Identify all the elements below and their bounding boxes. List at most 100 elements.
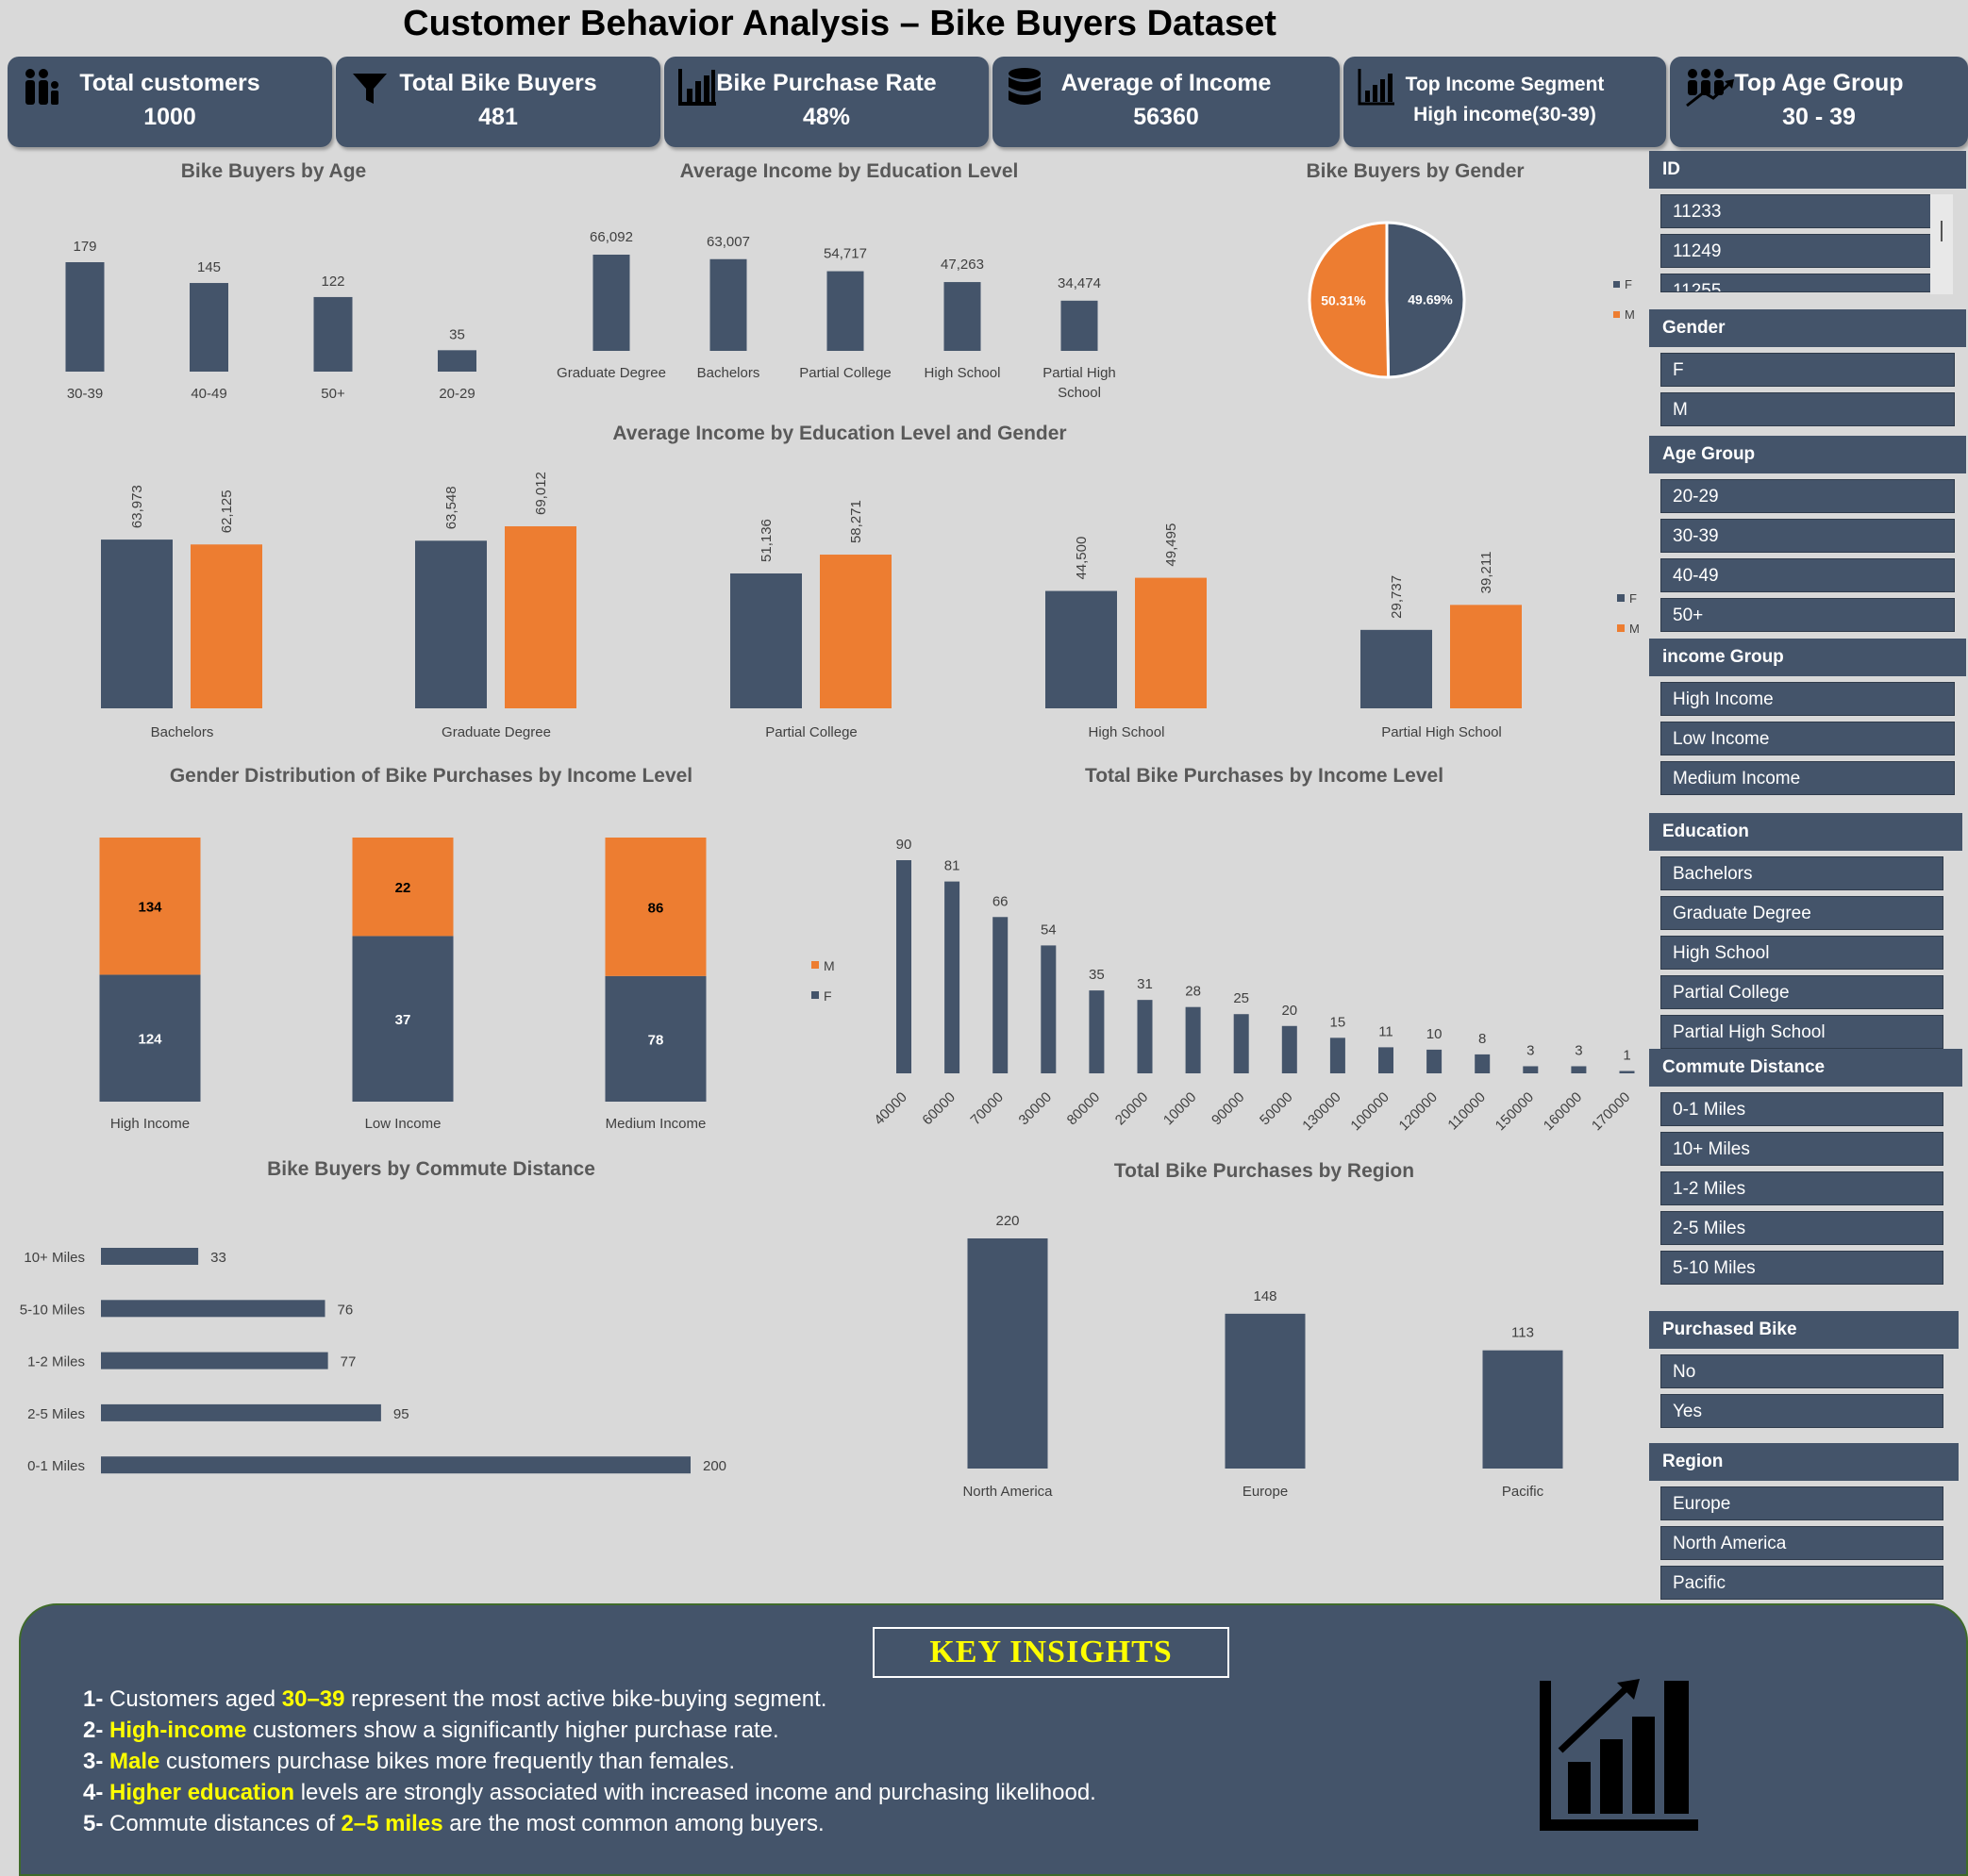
slicer-item[interactable]: Bachelors [1660, 856, 1943, 890]
bar [1482, 1350, 1563, 1469]
people-growth-icon [1683, 66, 1738, 114]
data-label: 37 [395, 1012, 411, 1028]
bar [730, 573, 802, 708]
slicer-item[interactable]: Europe [1660, 1486, 1943, 1520]
filter-icon [349, 66, 391, 114]
chart-title-commute: Bike Buyers by Commute Distance [267, 1158, 595, 1180]
data-label: 47,263 [941, 257, 984, 273]
slicer-item[interactable]: Partial High School [1660, 1015, 1943, 1049]
tick-label: Graduate Degree [442, 724, 551, 740]
slicer-item[interactable]: Pacific [1660, 1566, 1943, 1600]
insight-pre: Customers aged [103, 1686, 282, 1712]
slicer-header: Region [1649, 1443, 1959, 1481]
tick-label: High Income [110, 1116, 190, 1132]
data-label: 54,717 [824, 246, 867, 262]
data-label: 62,125 [219, 490, 235, 533]
slicer-item[interactable]: 11233 [1660, 194, 1936, 228]
insight-post: customers purchase bikes more frequently… [159, 1749, 735, 1774]
data-label: 90 [896, 837, 912, 853]
slicer-header: Age Group [1649, 436, 1966, 473]
kpi-average-income: Average of Income 56360 [992, 57, 1340, 147]
slicer-item[interactable]: Medium Income [1660, 761, 1955, 795]
slicer-item[interactable]: 2-5 Miles [1660, 1211, 1943, 1245]
slicer-scrollbar[interactable] [1930, 194, 1953, 294]
tick-label: 1-2 Miles [27, 1354, 85, 1370]
kpi-label: Average of Income [1060, 70, 1272, 96]
tick-label: Graduate Degree [557, 365, 666, 381]
bar [967, 1238, 1048, 1469]
insight-num: 5- [83, 1811, 104, 1836]
tick-label: 40-49 [191, 386, 226, 402]
slicer-item[interactable]: High Income [1660, 682, 1955, 716]
slicer-item[interactable]: Yes [1660, 1394, 1943, 1428]
data-label: 134 [138, 900, 162, 916]
slicer-item[interactable]: 1-2 Miles [1660, 1171, 1943, 1205]
bar [992, 917, 1009, 1073]
tick-label: 80000 [1064, 1089, 1104, 1129]
legend-swatch [1617, 594, 1625, 602]
insight-line: 4- Higher education levels are strongly … [83, 1780, 1096, 1806]
data-label: 86 [648, 900, 664, 916]
slicer-item[interactable]: 10+ Miles [1660, 1132, 1943, 1166]
insight-pre [103, 1780, 109, 1805]
slicer-item[interactable]: 0-1 Miles [1660, 1092, 1943, 1126]
tick-label: Bachelors [151, 724, 214, 740]
bar [191, 544, 262, 708]
data-label: 11 [1378, 1023, 1393, 1039]
slicer-item[interactable]: 20-29 [1660, 479, 1955, 513]
slicer-item[interactable]: 30-39 [1660, 519, 1955, 553]
data-label: 220 [995, 1213, 1019, 1229]
data-label: 63,007 [707, 234, 750, 250]
data-label: 39,211 [1478, 552, 1494, 594]
slicer-header: Commute Distance [1649, 1049, 1962, 1087]
slicer-item[interactable]: Graduate Degree [1660, 896, 1943, 930]
slicer-item[interactable]: High School [1660, 936, 1943, 970]
data-label: 76 [338, 1302, 354, 1318]
slicer-item[interactable]: Low Income [1660, 722, 1955, 755]
insight-line: 5- Commute distances of 2–5 miles are th… [83, 1811, 825, 1837]
data-label: 15 [1330, 1014, 1346, 1030]
pie-slice [1308, 221, 1391, 379]
data-label: 20 [1281, 1003, 1297, 1019]
tick-label: Partial High School [1381, 724, 1502, 740]
bar-chart-icon [677, 66, 719, 112]
legend-label: M [1625, 307, 1635, 322]
kpi-label: Total customers [79, 70, 260, 96]
tick-label: Bachelors [697, 365, 760, 381]
data-label: 35 [1089, 967, 1105, 983]
bar [820, 555, 892, 708]
insight-pre: Commute distances of [103, 1811, 342, 1836]
data-label: 50.31% [1321, 292, 1366, 307]
slicer-item[interactable]: Partial College [1660, 975, 1943, 1009]
bar [1475, 1054, 1491, 1073]
slicer-item[interactable]: North America [1660, 1526, 1943, 1560]
data-label: 66,092 [590, 229, 633, 245]
tick-label: 160000 [1541, 1089, 1585, 1134]
slicer-item[interactable]: No [1660, 1354, 1943, 1388]
slicer-item[interactable]: M [1660, 392, 1955, 426]
data-label: 49.69% [1408, 292, 1453, 307]
slicer-item[interactable]: 11249 [1660, 234, 1936, 268]
data-label: 10 [1426, 1026, 1443, 1042]
tick-label: 40000 [871, 1089, 910, 1129]
insight-pre [103, 1718, 109, 1743]
growth-chart-icon [1357, 66, 1396, 112]
tick-label: Low Income [365, 1116, 442, 1132]
slicer-item[interactable]: 50+ [1660, 598, 1955, 632]
data-label: 95 [393, 1406, 409, 1422]
insight-post: customers show a significantly higher pu… [246, 1718, 779, 1743]
chart-title-age: Bike Buyers by Age [180, 160, 367, 182]
data-label: 8 [1478, 1031, 1486, 1047]
bar [101, 1352, 328, 1370]
legend-swatch [811, 991, 819, 999]
data-label: 81 [944, 858, 960, 874]
data-label: 54 [1041, 921, 1057, 938]
slicer-item[interactable]: 11255 [1660, 274, 1936, 292]
kpi-value: 48% [802, 104, 851, 130]
data-label: 124 [138, 1032, 162, 1048]
slicer-item[interactable]: F [1660, 353, 1955, 387]
slicer-item[interactable]: 40-49 [1660, 558, 1955, 592]
slicer-item[interactable]: 5-10 Miles [1660, 1251, 1943, 1285]
bar [592, 255, 630, 351]
chart-title-gender: Bike Buyers by Gender [1306, 160, 1525, 182]
